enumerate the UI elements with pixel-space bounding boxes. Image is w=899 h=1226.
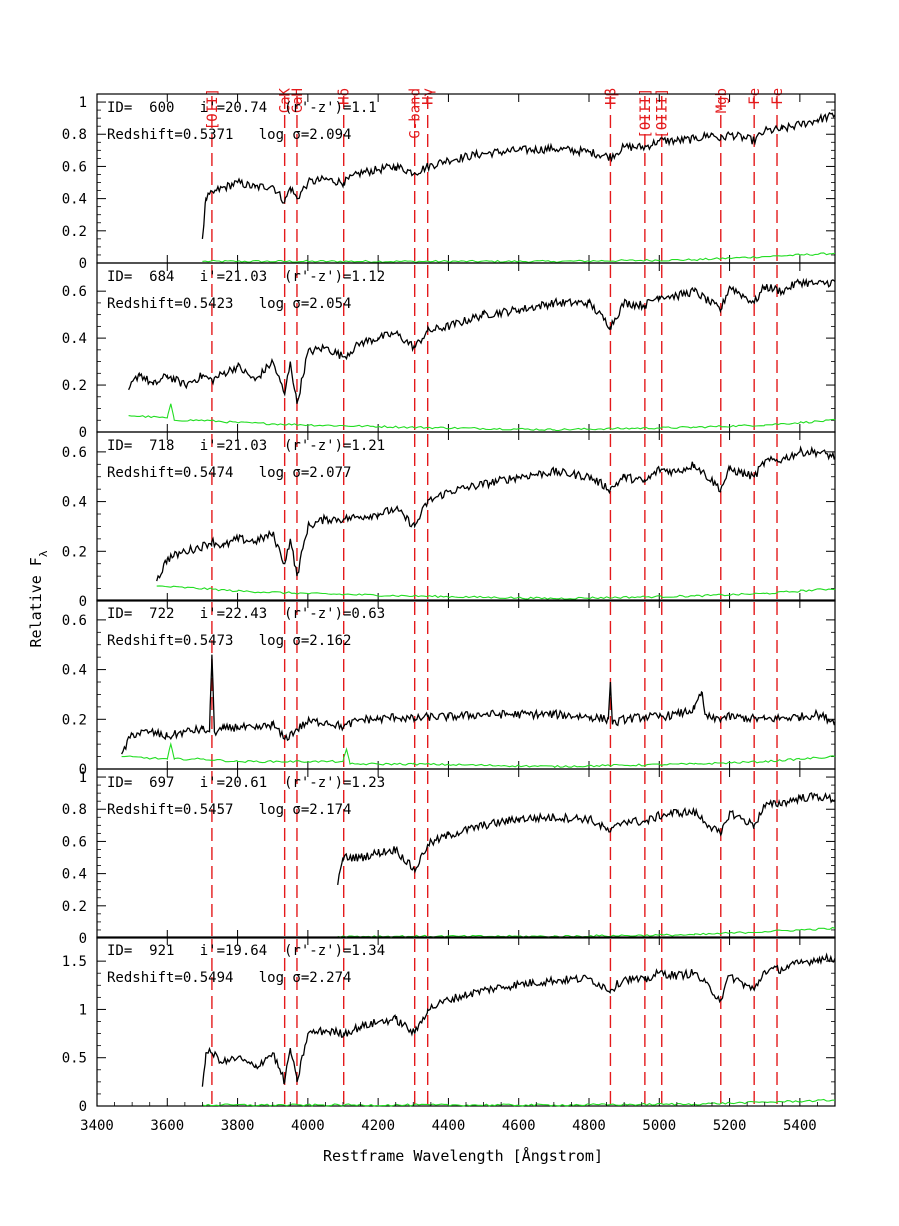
x-tick-label: 4000: [291, 1118, 325, 1134]
spectral-line-label: [OIII]: [655, 88, 671, 139]
y-tick-label: 0.2: [62, 899, 87, 915]
error-spectrum: [337, 926, 836, 939]
y-tick-label: 0: [79, 1099, 87, 1115]
panel-id-text: ID= 684 i'=21.03 (r'-z')=1.12: [107, 269, 385, 285]
galaxy-spectrum: [121, 654, 836, 755]
x-tick-label: 4400: [432, 1118, 466, 1134]
y-tick-label: 0.4: [62, 495, 87, 511]
spectrum-panel: 0 0.2 0.4 0.6 0.8 1 ID= 697 i'=20.61 (r'-z')=1…: [62, 768, 836, 947]
y-tick-label: 0.8: [62, 127, 87, 143]
error-spectrum: [121, 741, 836, 769]
y-tick-label: 0.4: [62, 663, 87, 679]
panel-redshift-text: Redshift=0.5473 log σ=2.162: [107, 633, 351, 649]
panel-frame: [96, 431, 836, 602]
y-tick-label: 1: [79, 770, 87, 786]
panel-id-text: ID= 697 i'=20.61 (r'-z')=1.23: [107, 775, 385, 791]
spectral-line-label: [OII]: [205, 88, 221, 130]
y-tick-label: 0.2: [62, 544, 87, 560]
x-tick-label: 4600: [502, 1118, 536, 1134]
y-tick-label: 0.8: [62, 802, 87, 818]
y-tick-label: 0.4: [62, 192, 87, 208]
y-tick-label: 0.6: [62, 159, 87, 175]
galaxy-spectrum: [201, 952, 836, 1087]
spectral-line-label: Fe: [770, 88, 786, 105]
y-tick-label: 0.4: [62, 867, 87, 883]
y-tick-label: 0.2: [62, 224, 87, 240]
x-axis-label: Restframe Wavelength [Ångstrom]: [323, 1146, 603, 1165]
panel-frame: [96, 599, 836, 770]
galaxy-spectrum: [128, 277, 836, 404]
y-axis-label-subscript: λ: [37, 550, 50, 557]
y-axis-label-main: Relative F: [27, 557, 45, 647]
x-tick-label: 3400: [80, 1118, 114, 1134]
panel-id-text: ID= 718 i'=21.03 (r'-z')=1.21: [107, 438, 385, 454]
x-tick-label: 5200: [713, 1118, 747, 1134]
panel-redshift-text: Redshift=0.5457 log σ=2.174: [107, 802, 351, 818]
y-tick-label: 0.6: [62, 834, 87, 850]
x-tick-label: 4800: [572, 1118, 606, 1134]
panel-frame: [96, 262, 836, 433]
spectrum-panel: 0 0.2 0.4 0.6 ID= 684 i'=21.03 (r'-z')=1.12 R…: [62, 262, 836, 441]
y-tick-label: 0.2: [62, 378, 87, 394]
galaxy-spectrum: [337, 792, 836, 885]
y-tick-label: 1: [79, 95, 87, 111]
panel-frame: [96, 936, 836, 1107]
x-tick-label: 3800: [221, 1118, 255, 1134]
x-tick-label: 5400: [783, 1118, 817, 1134]
error-spectrum: [202, 252, 836, 264]
y-tick-label: 0: [79, 762, 87, 778]
spectrum-panels: 0 0.2 0.4 0.6 0.8 1 ID= 600 i'=20.74 (r'-z')=1…: [62, 93, 836, 1115]
spectral-line-label: Fe: [747, 88, 763, 105]
y-tick-label: 0.6: [62, 445, 87, 461]
x-tick-label: 5000: [642, 1118, 676, 1134]
x-tick-label: 3600: [150, 1118, 184, 1134]
y-tick-label: 0: [79, 425, 87, 441]
y-tick-label: 0: [79, 594, 87, 610]
panel-frame: [96, 768, 836, 939]
spectral-line-label: Hγ: [421, 88, 437, 105]
y-tick-label: 1.5: [62, 954, 87, 970]
y-tick-label: 0.5: [62, 1051, 87, 1067]
x-tick-label: 4200: [361, 1118, 395, 1134]
panel-id-text: ID= 921 i'=19.64 (r'-z')=1.34: [107, 943, 385, 959]
y-tick-label: 0: [79, 256, 87, 272]
y-tick-label: 0: [79, 931, 87, 947]
spectral-line-label: Hδ: [337, 88, 353, 105]
galaxy-spectrum: [201, 111, 836, 239]
spectral-line-label: Hβ: [603, 88, 619, 105]
x-axis-ticks: 3400 3600 3800 4000 4200 4400 4600 4800 5000 5200…: [80, 1102, 836, 1134]
spectrum-panel: 0 0.2 0.4 0.6 ID= 722 i'=22.43 (r'-z')=0.63 R…: [62, 599, 836, 778]
panel-id-text: ID= 600 i'=20.74 (r'-z')=1.1: [107, 100, 377, 116]
galaxy-spectrum: [156, 445, 836, 582]
error-spectrum: [128, 403, 836, 432]
panel-id-text: ID= 722 i'=22.43 (r'-z')=0.63: [107, 606, 385, 622]
panel-redshift-text: Redshift=0.5423 log σ=2.054: [107, 296, 351, 312]
panel-redshift-text: Redshift=0.5494 log σ=2.274: [107, 970, 351, 986]
error-spectrum: [202, 1098, 835, 1107]
y-tick-label: 0.2: [62, 712, 87, 728]
y-axis-label: Relative Fλ: [27, 550, 50, 647]
y-tick-label: 0.6: [62, 284, 87, 300]
error-spectrum: [156, 585, 836, 600]
spectrum-panel: 0 0.2 0.4 0.6 ID= 718 i'=21.03 (r'-z')=1.21 R…: [62, 431, 836, 610]
panel-redshift-text: Redshift=0.5474 log σ=2.077: [107, 465, 351, 481]
spectral-line-label: [OIII]: [638, 88, 654, 139]
y-tick-label: 1: [79, 1002, 87, 1018]
spectral-line-label: Mgb: [714, 88, 730, 113]
spectrum-panel: 0 0.2 0.4 0.6 0.8 1 ID= 600 i'=20.74 (r'-z')=1…: [62, 93, 836, 272]
spectrum-panel: 0 0.5 1 1.5 ID= 921 i'=19.64 (r'-z')=1.34 Red…: [62, 936, 836, 1115]
y-tick-label: 0.6: [62, 613, 87, 629]
panel-redshift-text: Redshift=0.5371 log σ=2.094: [107, 127, 351, 143]
y-tick-label: 0.4: [62, 331, 87, 347]
spectral-line-label: G-band: [408, 88, 424, 139]
